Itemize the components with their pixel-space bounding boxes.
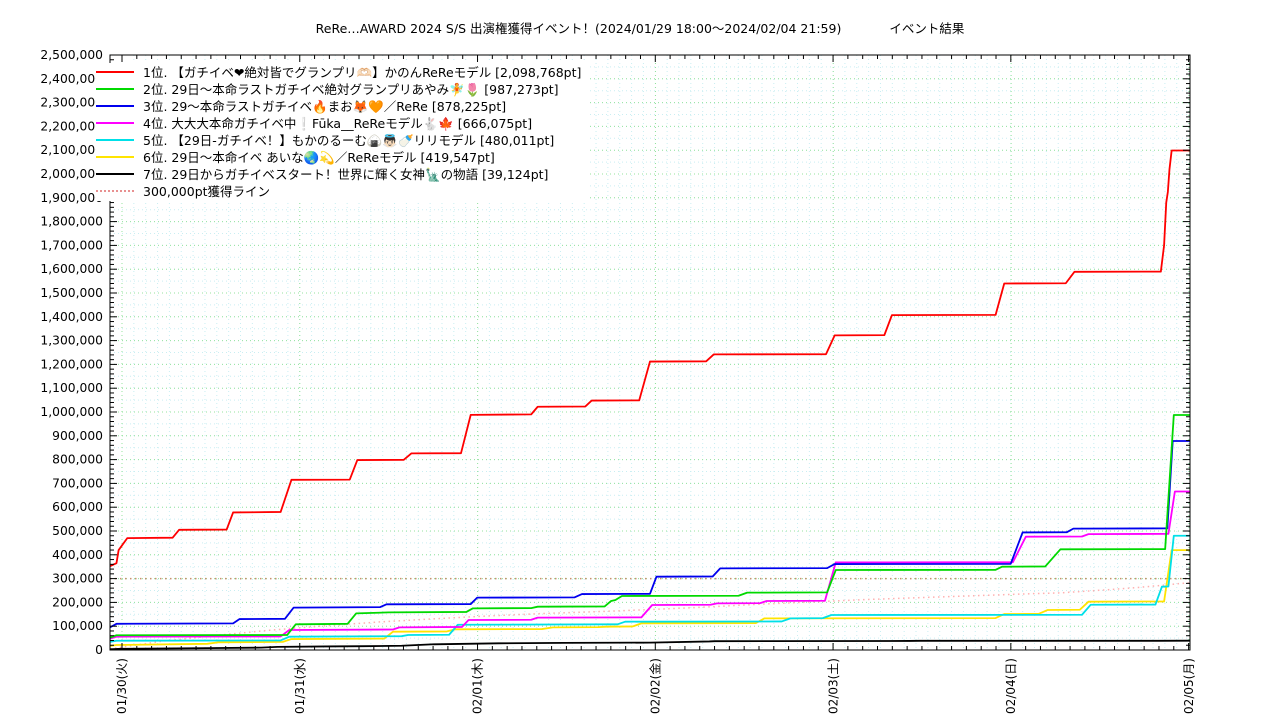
- series-line-rank-5: [109, 534, 1190, 643]
- y-axis-label: 1,200,000: [40, 357, 103, 371]
- legend-item-rank-6: 6位. 29日～本命イベ あいな🌏💫／ReReモデル [419,547pt]: [96, 148, 581, 165]
- legend-label: 1位. 【ガチイベ❤絶対皆でグランプリ🫶🏻】かのんReReモデル [2,098,…: [143, 65, 582, 80]
- legend-label: 5位. 【29日-ガチイベ！】もかのるーむ🍙👼🏻🍼リリモデル [480,011p…: [143, 133, 555, 148]
- legend-line: [96, 104, 134, 107]
- legend-item-rank-3: 3位. 29～本命ラストガチイベ🔥まお🦊🧡／ReRe [878,225pt]: [96, 97, 581, 114]
- y-axis-label: 400,000: [52, 548, 103, 562]
- legend-item-rank-5: 5位. 【29日-ガチイベ！】もかのるーむ🍙👼🏻🍼リリモデル [480,011p…: [96, 131, 581, 148]
- event-result-label: イベント結果: [889, 21, 965, 36]
- y-axis-label: 800,000: [52, 453, 103, 467]
- legend-line-sample: [96, 104, 134, 107]
- legend-line-sample: [96, 70, 134, 73]
- legend-line-sample: [96, 87, 134, 90]
- legend-line: [96, 172, 134, 175]
- legend-line-sample: [96, 172, 134, 175]
- legend-line: [96, 155, 134, 158]
- series-line-rank-2: [109, 414, 1190, 639]
- legend-label: 6位. 29日～本命イベ あいな🌏💫／ReReモデル [419,547pt]: [143, 150, 495, 165]
- x-axis-label: 01/31(水): [293, 658, 307, 714]
- pace-dotted-line: [109, 582, 1191, 650]
- y-axis-label: 1,600,000: [40, 262, 103, 276]
- legend-line-sample: [96, 138, 134, 141]
- legend-label: 2位. 29日～本命ラストガチイベ絶対グランプリあやみ🧚🌷 [987,273pt…: [143, 82, 559, 97]
- y-axis-label: 700,000: [52, 476, 103, 490]
- legend-line: [96, 189, 134, 192]
- x-axis-label: 02/03(土): [826, 658, 840, 714]
- x-axis-label: 02/02(金): [648, 658, 663, 714]
- series-line-rank-1: [109, 149, 1190, 568]
- y-axis-label: 100,000: [52, 619, 103, 633]
- y-axis-label: 2,500,000: [40, 48, 103, 62]
- legend-line: [96, 121, 134, 124]
- legend-line: [96, 70, 134, 73]
- y-axis-label: 1,900,000: [40, 191, 103, 205]
- legend-label: 4位. 大大大本命ガチイベ中❕Fūka__ReReモデル🐇🍁 [666,075p…: [143, 116, 533, 131]
- y-axis-label: 1,300,000: [40, 334, 103, 348]
- y-axis-label: 2,200,000: [40, 119, 103, 133]
- y-axis-label: 1,700,000: [40, 238, 103, 252]
- x-axis-label: 01/30(火): [115, 658, 129, 714]
- plot-border: [109, 54, 1191, 651]
- y-axis-label: 1,500,000: [40, 286, 103, 300]
- legend-label: 300,000pt獲得ライン: [143, 184, 271, 199]
- x-axis-label: 02/05(月): [1182, 658, 1196, 714]
- y-axis-label: 1,400,000: [40, 310, 103, 324]
- y-axis-label: 0: [95, 643, 103, 657]
- legend-line-sample: [96, 121, 134, 124]
- series-line-rank-3: [109, 440, 1190, 629]
- legend-line: [96, 87, 134, 90]
- legend-item-rank-1: 1位. 【ガチイベ❤絶対皆でグランプリ🫶🏻】かのんReReモデル [2,098,…: [96, 63, 581, 80]
- chart-title: ReRe…AWARD 2024 S/S 出演権獲得イベント！(2024/01/2…: [315, 21, 842, 36]
- legend-item-rank-4: 4位. 大大大本命ガチイベ中❕Fūka__ReReモデル🐇🍁 [666,075p…: [96, 114, 581, 131]
- x-axis-label: 02/04(日): [1004, 658, 1018, 714]
- legend-line-sample: [96, 189, 134, 192]
- x-axis-label: 02/01(木): [471, 658, 485, 714]
- y-axis-label: 2,400,000: [40, 72, 103, 86]
- y-axis-label: 1,000,000: [40, 405, 103, 419]
- chart-legend: 1位. 【ガチイベ❤絶対皆でグランプリ🫶🏻】かのんReReモデル [2,098,…: [96, 63, 588, 201]
- legend-label: 7位. 29日からガチイベスタート！世界に輝く女神🗽の物語 [39,124pt]: [143, 167, 549, 182]
- legend-item-rank-7: 7位. 29日からガチイベスタート！世界に輝く女神🗽の物語 [39,124pt]: [96, 165, 581, 182]
- y-axis-label: 2,300,000: [40, 96, 103, 110]
- y-axis-label: 600,000: [52, 500, 103, 514]
- y-axis-label: 900,000: [52, 429, 103, 443]
- legend-label: 3位. 29～本命ラストガチイベ🔥まお🦊🧡／ReRe [878,225pt]: [143, 99, 507, 114]
- series-line-rank-7: [109, 639, 1191, 651]
- y-axis-label: 1,100,000: [40, 381, 103, 395]
- y-axis-label: 1,800,000: [40, 215, 103, 229]
- series-line-rank-6: [109, 549, 1190, 647]
- chart-header: ReRe…AWARD 2024 S/S 出演権獲得イベント！(2024/01/2…: [0, 18, 1280, 37]
- y-axis-label: 500,000: [52, 524, 103, 538]
- y-axis-label: 300,000: [52, 572, 103, 586]
- y-axis-label: 2,100,000: [40, 143, 103, 157]
- series-line-rank-4: [109, 490, 1190, 640]
- y-axis-label: 200,000: [52, 595, 103, 609]
- legend-line-sample: [96, 155, 134, 158]
- legend-line: [96, 138, 134, 141]
- legend-item-rank-2: 2位. 29日～本命ラストガチイベ絶対グランプリあやみ🧚🌷 [987,273pt…: [96, 80, 581, 97]
- legend-item-threshold: 300,000pt獲得ライン: [96, 182, 581, 199]
- y-axis-label: 2,000,000: [40, 167, 103, 181]
